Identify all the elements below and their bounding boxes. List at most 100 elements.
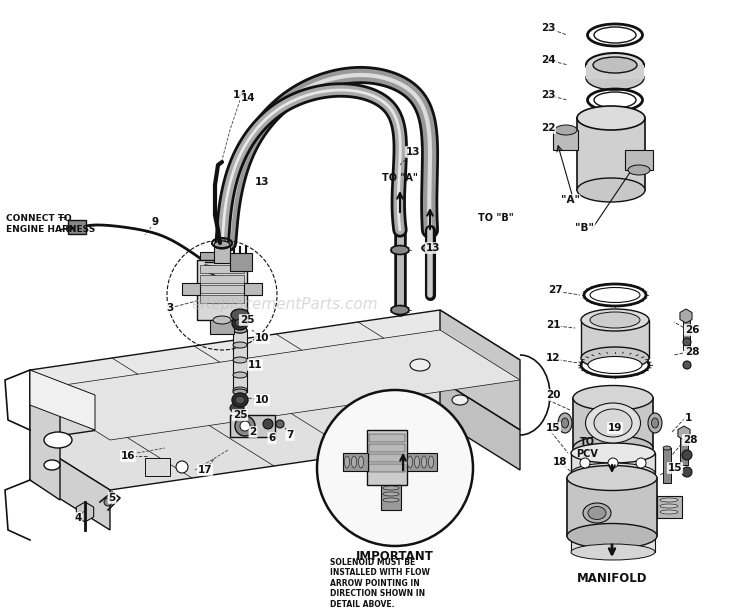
Text: 12: 12 [546, 353, 560, 363]
Bar [571, 536, 655, 552]
Text: 3: 3 [166, 303, 173, 313]
Ellipse shape [660, 504, 678, 508]
Ellipse shape [410, 359, 430, 371]
Bar [581, 320, 649, 358]
Bar [197, 260, 247, 320]
Bar [553, 130, 578, 150]
Ellipse shape [581, 309, 649, 331]
Circle shape [682, 467, 692, 477]
Ellipse shape [233, 389, 247, 395]
Text: "A": "A" [560, 195, 580, 205]
Text: 27: 27 [548, 285, 562, 295]
Text: CONNECT TO
ENGINE HARNESS: CONNECT TO ENGINE HARNESS [6, 214, 95, 234]
Bar [381, 485, 401, 510]
Text: 4: 4 [74, 513, 82, 523]
Bar [214, 245, 230, 263]
Text: 28: 28 [682, 435, 698, 445]
Polygon shape [440, 310, 520, 430]
Circle shape [636, 458, 646, 468]
Circle shape [240, 421, 250, 431]
Text: 25: 25 [240, 315, 254, 325]
Ellipse shape [233, 327, 247, 333]
Text: 9: 9 [152, 217, 158, 227]
Ellipse shape [573, 386, 653, 411]
Polygon shape [30, 370, 60, 500]
Text: 1: 1 [684, 413, 692, 423]
Ellipse shape [558, 413, 572, 433]
Text: 14: 14 [241, 93, 255, 103]
Text: MANIFOLD: MANIFOLD [577, 572, 647, 584]
Ellipse shape [588, 356, 642, 373]
Ellipse shape [233, 327, 247, 333]
Bar [200, 275, 244, 283]
Ellipse shape [344, 456, 350, 468]
Ellipse shape [391, 245, 409, 254]
Ellipse shape [383, 498, 399, 502]
Ellipse shape [594, 27, 636, 43]
Polygon shape [30, 330, 520, 440]
Bar [369, 454, 405, 462]
Ellipse shape [233, 387, 247, 393]
Bar [230, 415, 275, 437]
Bar [244, 283, 262, 295]
Bar [200, 252, 222, 278]
Ellipse shape [628, 165, 650, 175]
Bar [586, 65, 644, 79]
Text: eReplacementParts.com: eReplacementParts.com [192, 298, 378, 312]
Text: 10: 10 [255, 333, 269, 343]
Bar [343, 453, 368, 471]
Bar [657, 496, 682, 518]
Bar [573, 398, 653, 448]
Ellipse shape [562, 418, 568, 428]
Text: 19: 19 [608, 423, 622, 433]
Polygon shape [30, 370, 110, 490]
Bar [407, 453, 437, 471]
Bar [680, 435, 688, 465]
Polygon shape [30, 370, 95, 430]
Ellipse shape [648, 413, 662, 433]
Ellipse shape [233, 372, 247, 378]
Ellipse shape [358, 456, 364, 468]
Bar [145, 458, 170, 476]
Ellipse shape [231, 309, 249, 321]
Text: 17: 17 [198, 465, 212, 475]
Ellipse shape [567, 523, 657, 548]
Polygon shape [30, 380, 520, 490]
Circle shape [176, 461, 188, 473]
Ellipse shape [428, 456, 433, 468]
Ellipse shape [586, 53, 644, 77]
Text: 5: 5 [108, 493, 116, 503]
Circle shape [608, 458, 618, 468]
Text: →: → [57, 213, 67, 223]
Circle shape [276, 420, 284, 428]
Ellipse shape [594, 92, 636, 108]
Ellipse shape [583, 503, 611, 523]
Ellipse shape [233, 342, 247, 348]
Ellipse shape [571, 463, 655, 483]
Bar [200, 295, 244, 303]
Text: 6: 6 [268, 433, 276, 443]
Ellipse shape [660, 510, 678, 514]
Bar [367, 430, 407, 485]
Ellipse shape [555, 125, 577, 135]
Ellipse shape [422, 244, 438, 252]
Polygon shape [440, 380, 520, 470]
Ellipse shape [577, 106, 645, 130]
Ellipse shape [422, 456, 427, 468]
Bar [369, 434, 405, 442]
Circle shape [104, 498, 112, 506]
Bar [571, 453, 655, 473]
Text: 13: 13 [255, 177, 269, 187]
Text: TO
PCV: TO PCV [576, 437, 598, 459]
Bar [683, 318, 690, 350]
Ellipse shape [652, 418, 658, 428]
Ellipse shape [452, 395, 468, 405]
Bar [210, 320, 234, 334]
Ellipse shape [567, 465, 657, 490]
Polygon shape [30, 440, 110, 530]
Ellipse shape [660, 498, 678, 502]
Text: 13: 13 [426, 243, 440, 253]
Ellipse shape [233, 357, 247, 363]
Ellipse shape [588, 506, 606, 520]
Ellipse shape [577, 178, 645, 202]
